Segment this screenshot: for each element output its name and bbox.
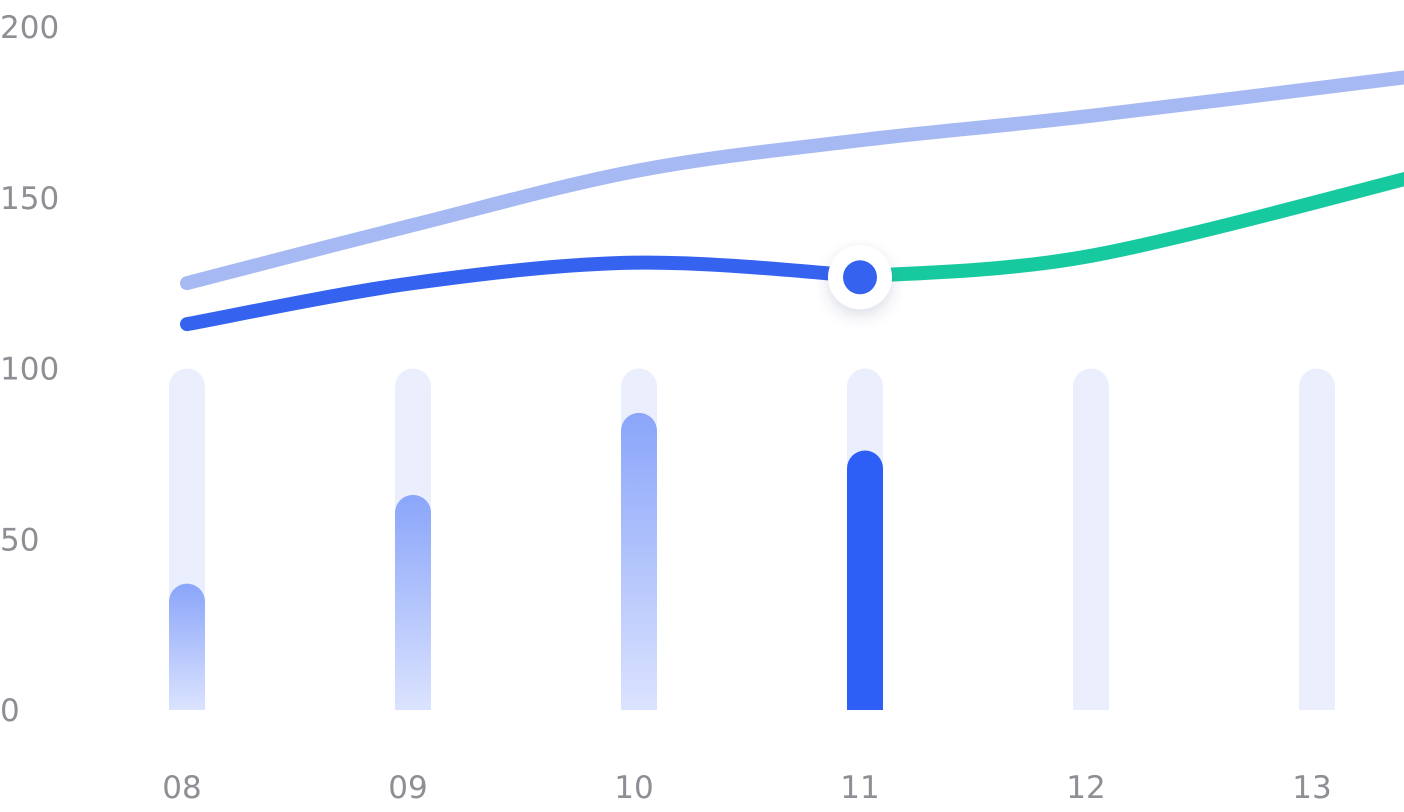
series-line-actual <box>180 255 872 332</box>
series-line-light <box>180 70 1404 291</box>
series-line-forecast <box>858 171 1404 284</box>
x-tick-label: 12 <box>1066 770 1105 806</box>
bar <box>621 412 657 710</box>
bar <box>395 494 431 710</box>
x-tick-label: 08 <box>162 770 201 806</box>
y-tick-label: 0 <box>0 693 20 729</box>
y-axis: 0 50 100 150 200 <box>0 10 59 729</box>
line-layer <box>180 70 1404 332</box>
x-axis: 08 09 10 11 12 13 <box>162 770 1331 806</box>
x-tick-label: 13 <box>1292 770 1331 806</box>
y-tick-label: 100 <box>0 352 59 388</box>
bar <box>169 583 205 710</box>
bar-track <box>1073 368 1109 710</box>
marker-point[interactable] <box>843 260 877 295</box>
y-tick-label: 200 <box>0 10 59 46</box>
bar-layer <box>169 368 1335 710</box>
y-tick-label: 50 <box>0 522 39 558</box>
bar-track <box>1299 368 1335 710</box>
x-tick-label: 09 <box>388 770 427 806</box>
x-tick-label: 10 <box>614 770 653 806</box>
y-tick-label: 150 <box>0 181 59 217</box>
bar-highlighted <box>847 450 883 710</box>
x-tick-label: 11 <box>840 770 879 806</box>
